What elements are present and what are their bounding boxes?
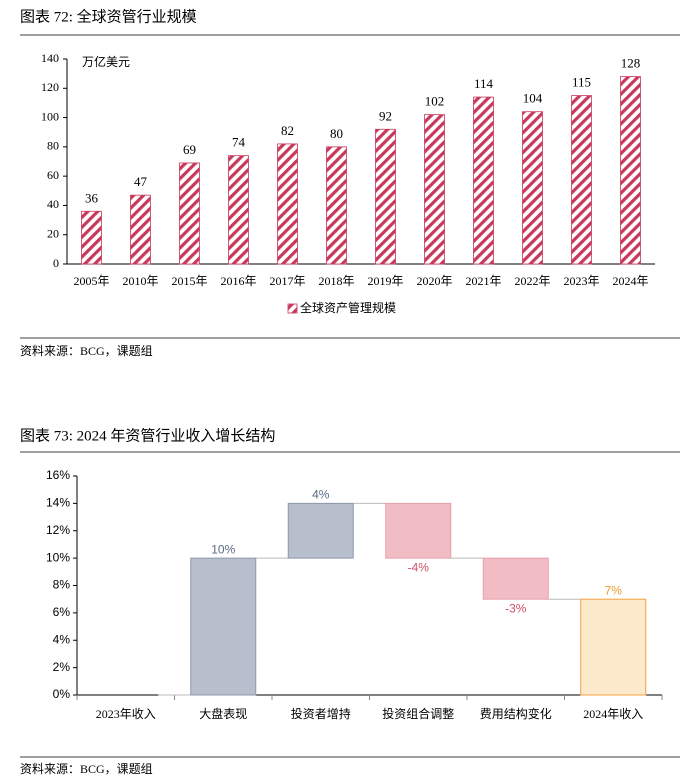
bar [522, 111, 543, 265]
y-tick-label: 10% [46, 550, 70, 564]
x-tick-label: 2021年 [465, 274, 501, 288]
value-label: -4% [408, 560, 430, 574]
value-label: 69 [183, 142, 196, 157]
bar [571, 95, 592, 265]
bar [190, 557, 257, 696]
x-tick-label: 2017年 [269, 274, 305, 288]
y-tick-label: 40 [47, 197, 59, 211]
y-tick-label: 0% [53, 687, 71, 701]
y-tick-label: 0 [53, 256, 59, 270]
y-tick-label: 100 [41, 109, 59, 123]
value-label: 115 [572, 75, 591, 90]
bar [385, 502, 452, 559]
x-tick-label: 投资者增持 [291, 706, 351, 721]
bar [277, 143, 298, 265]
legend-label: 全球资产管理规模 [300, 300, 396, 315]
value-label: 104 [523, 91, 543, 106]
source: 资料来源：BCG，课题组 [20, 344, 153, 358]
bar [473, 96, 494, 265]
x-tick-label: 2024年 [612, 274, 648, 288]
y-tick-label: 120 [41, 80, 59, 94]
value-label: 7% [605, 583, 623, 597]
value-label: -3% [505, 601, 527, 615]
bar [580, 598, 647, 696]
x-tick-label: 2010年 [122, 274, 158, 288]
value-label: 47 [134, 174, 148, 189]
value-label: 92 [379, 108, 392, 123]
value-label: 102 [425, 94, 445, 109]
y-tick-label: 4% [53, 632, 71, 646]
x-tick-label: 2024年收入 [583, 707, 643, 721]
y-tick-label: 20 [47, 226, 59, 240]
x-tick-label: 2005年 [73, 274, 109, 288]
value-label: 82 [281, 123, 294, 138]
value-label: 10% [211, 542, 235, 556]
value-label: 36 [85, 190, 99, 205]
value-label: 80 [330, 126, 343, 141]
y-tick-label: 12% [46, 523, 70, 537]
bar [287, 502, 354, 559]
bar [228, 155, 249, 265]
x-tick-label: 2019年 [367, 274, 403, 288]
unit-label: 万亿美元 [82, 54, 130, 69]
y-tick-label: 60 [47, 168, 59, 182]
figure-title: 图表 72: 全球资管行业规模 [20, 7, 197, 25]
x-tick-label: 2015年 [171, 274, 207, 288]
y-tick-label: 140 [41, 51, 59, 65]
x-tick-label: 2016年 [220, 274, 256, 288]
x-tick-label: 投资组合调整 [382, 706, 454, 721]
x-tick-label: 2018年 [318, 274, 354, 288]
value-label: 4% [312, 488, 330, 502]
y-tick-label: 80 [47, 139, 59, 153]
bar [81, 210, 102, 265]
y-tick-label: 6% [53, 605, 71, 619]
bar [620, 76, 641, 265]
bar [424, 114, 445, 265]
source: 资料来源：BCG，课题组 [20, 762, 153, 776]
figure-title: 图表 73: 2024 年资管行业收入增长结构 [20, 427, 275, 444]
y-tick-label: 16% [46, 468, 70, 482]
value-label: 74 [232, 135, 246, 150]
value-label: 128 [621, 56, 641, 71]
x-tick-label: 2022年 [514, 274, 550, 288]
bar [130, 194, 151, 265]
x-tick-label: 大盘表现 [199, 706, 247, 721]
x-tick-label: 费用结构变化 [480, 706, 552, 721]
bar [326, 146, 347, 265]
y-tick-label: 8% [53, 578, 71, 592]
x-tick-label: 2020年 [416, 274, 452, 288]
value-label: 114 [474, 76, 494, 91]
x-tick-label: 2023年收入 [96, 707, 156, 721]
x-tick-label: 2023年 [563, 274, 599, 288]
bar [482, 557, 549, 600]
y-tick-label: 14% [46, 496, 70, 510]
y-tick-label: 2% [53, 660, 71, 674]
bar [375, 128, 396, 265]
bar [179, 162, 200, 265]
legend-swatch [287, 303, 298, 314]
